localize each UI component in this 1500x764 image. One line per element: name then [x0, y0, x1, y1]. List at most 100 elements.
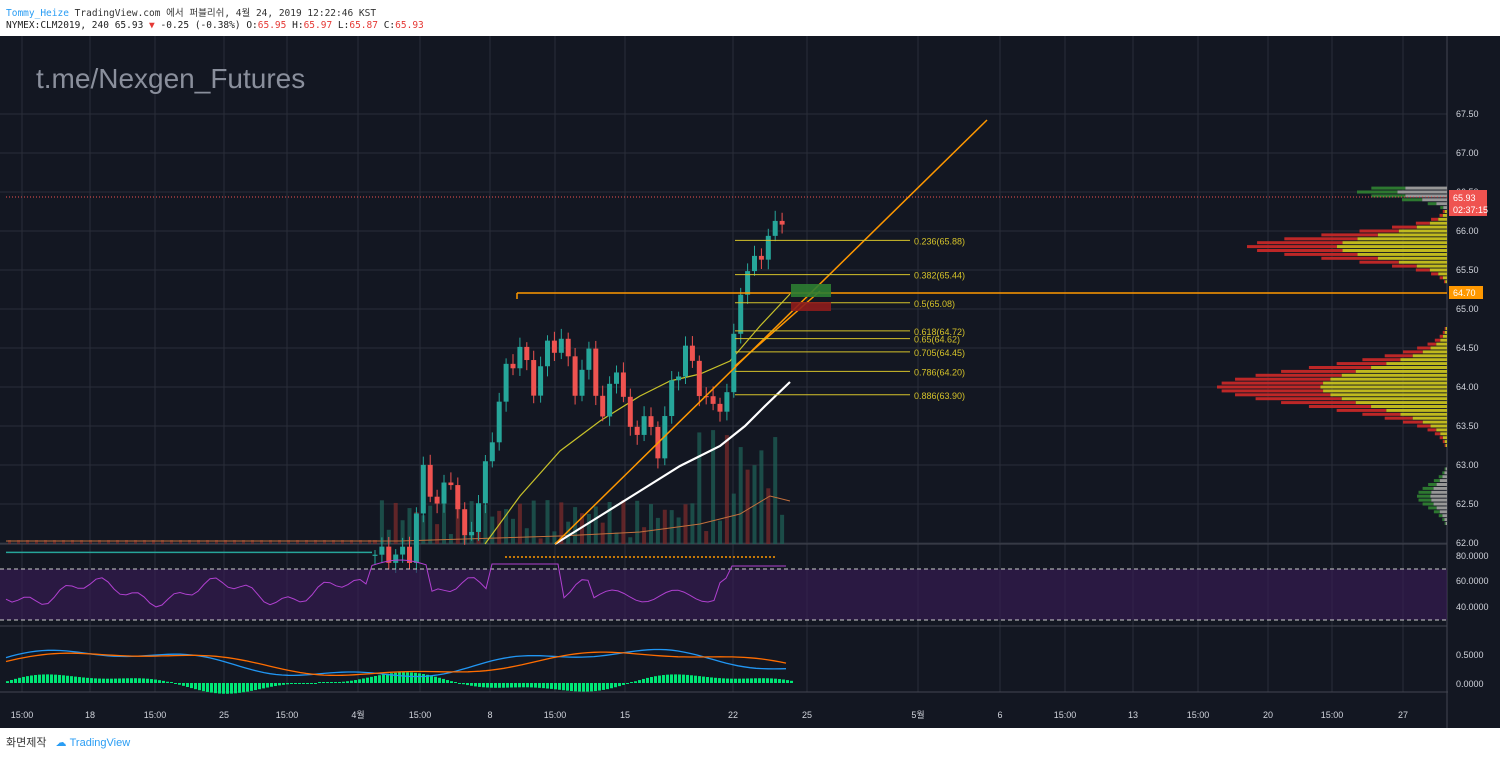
volume-bar [224, 540, 227, 544]
volume-bar [71, 540, 74, 544]
macd-histogram-bar [602, 683, 605, 690]
macd-histogram-bar [302, 683, 305, 684]
volume-bar [538, 538, 543, 544]
macd-histogram-bar [314, 683, 317, 684]
macd-histogram-bar [486, 683, 489, 688]
profile-bar [1284, 237, 1358, 241]
macd-histogram-bar [266, 683, 269, 688]
volume-bar [296, 540, 299, 544]
macd-histogram-bar [734, 678, 737, 683]
macd-histogram-bar [70, 676, 73, 683]
macd-histogram-bar [210, 683, 213, 693]
profile-bar [1444, 471, 1447, 475]
volume-bars [6, 430, 791, 544]
macd-histogram-bar [6, 681, 9, 683]
drawings[interactable]: 0.236(65.88) 0.382(65.44) 0.5(65.08) 0.618(… [6, 119, 1447, 545]
candle-body [676, 376, 682, 381]
profile-bar [1330, 377, 1447, 381]
macd-histogram-bar [502, 683, 505, 688]
slow-ma-line [554, 381, 791, 545]
macd-histogram-bar [498, 683, 501, 688]
volume-bar [428, 505, 433, 544]
macd-histogram-bar [406, 672, 409, 683]
profile-bar [1255, 373, 1342, 377]
macd-histogram-bar [494, 683, 497, 688]
profile-bar [1356, 190, 1398, 194]
macd-histogram-bar [754, 678, 757, 683]
volume-bar [573, 507, 578, 544]
volume-bar [134, 540, 137, 544]
profile-bar [1336, 362, 1387, 366]
profile-bar [1429, 221, 1447, 225]
profile-bar [1371, 186, 1406, 190]
candle-body [758, 255, 764, 260]
volume-bar [780, 514, 785, 544]
volume-bar [206, 540, 209, 544]
macd-histogram-bar [558, 683, 561, 690]
volume-bar [745, 469, 750, 544]
macd-histogram-bar [54, 674, 57, 683]
candle-body [579, 369, 585, 396]
macd-histogram-bar [546, 683, 549, 689]
time-tick-label: 15:00 [1321, 710, 1344, 720]
macd-histogram-bar [722, 678, 725, 683]
trendline-upper [554, 119, 988, 545]
profile-bar [1341, 397, 1447, 401]
macd-histogram-bar [90, 678, 93, 683]
time-tick-label: 18 [85, 710, 95, 720]
macd-histogram-bar [182, 683, 185, 686]
symbol-name[interactable]: NYMEX:CLM2019, 240 [6, 20, 109, 31]
macd-histogram-bar [58, 674, 61, 683]
macd-histogram-bar [106, 678, 109, 683]
time-tick-label: 8 [487, 710, 492, 720]
macd-histogram-bar [682, 674, 685, 683]
volume-bar [504, 509, 509, 544]
profile-bar [1443, 206, 1447, 210]
price-chart[interactable]: 0.236(65.88) 0.382(65.44) 0.5(65.08) 0.618(… [0, 36, 1500, 728]
macd-histogram-bar [62, 675, 65, 683]
macd-histogram-bar [422, 674, 425, 683]
macd-histogram-bar [66, 675, 69, 683]
volume-bar [738, 447, 743, 544]
cloud-icon: ☁ [55, 737, 67, 749]
volume-bar [607, 502, 612, 544]
tradingview-logo-text: TradingView [69, 737, 131, 749]
author-link[interactable]: Tommy_Heize [6, 8, 69, 19]
ohlc-low-label: L: [337, 20, 350, 31]
profile-bar [1427, 342, 1437, 346]
candle-body [448, 482, 454, 486]
time-tick-label: 22 [728, 710, 738, 720]
macd-histogram-bar [354, 680, 357, 683]
candle-body [620, 372, 626, 397]
macd-histogram-bar [218, 683, 221, 694]
profile-bar [1402, 350, 1423, 354]
volume-bar [107, 540, 110, 544]
volume-bar [752, 465, 757, 544]
candle-body [545, 340, 550, 367]
candle-body [455, 485, 461, 510]
price-tick-label: 63.00 [1456, 460, 1479, 470]
macd-histogram-bar [610, 683, 613, 689]
profile-bar [1439, 479, 1447, 483]
volume-bar [442, 501, 446, 544]
down-arrow-icon: ▼ [149, 20, 155, 31]
publish-line: Tommy_Heize TradingView.com 에서 퍼블리쉬, 4월 … [6, 5, 376, 19]
candle-body [476, 503, 481, 532]
profile-bar [1377, 233, 1447, 237]
profile-bar [1359, 260, 1399, 264]
profile-bar [1444, 467, 1446, 471]
macd-histogram-bar [586, 683, 589, 692]
tradingview-logo[interactable]: ☁ TradingView [56, 737, 131, 749]
volume-bar [350, 540, 353, 544]
macd-histogram-bar [366, 677, 369, 683]
macd-histogram-bar [162, 680, 165, 683]
macd-histogram-bar [390, 673, 393, 683]
macd-histogram-bar [782, 679, 785, 683]
volume-bar [278, 540, 281, 544]
fib-level-label: 0.65(64.62) [914, 335, 960, 345]
candle-body [738, 294, 744, 334]
time-tick-label: 15:00 [1054, 710, 1077, 720]
candle-body [379, 546, 385, 555]
macd-histogram-bar [214, 683, 217, 694]
macd-histogram-bar [778, 679, 781, 683]
